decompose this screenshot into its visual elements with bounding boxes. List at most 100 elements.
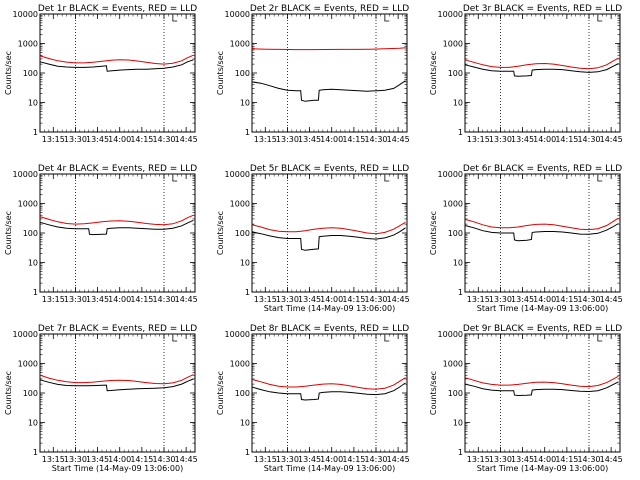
chart-title: Det 3r BLACK = Events, RED = LLD bbox=[463, 4, 622, 14]
y-tick-label: 1 bbox=[245, 448, 250, 457]
corner-marker bbox=[384, 175, 390, 182]
y-tick-label: 10 bbox=[240, 259, 250, 268]
x-tick-label: 13:15 bbox=[254, 295, 277, 304]
y-tick-label: 1000 bbox=[18, 360, 38, 369]
x-tick-label: 13:15 bbox=[467, 455, 490, 464]
y-tick-label: 1000 bbox=[443, 200, 463, 209]
chart-title: Det 7r BLACK = Events, RED = LLD bbox=[38, 324, 197, 334]
x-tick-label: 13:45 bbox=[298, 455, 321, 464]
x-axis-label: Start Time (14-May-09 13:06:00) bbox=[477, 464, 608, 473]
x-axis-label: Start Time (14-May-09 13:06:00) bbox=[52, 464, 183, 473]
y-axis-label: Counts/sec bbox=[429, 371, 438, 415]
x-tick-label: 14:00 bbox=[108, 295, 131, 304]
series-line-lld bbox=[464, 217, 619, 231]
y-tick-label: 1 bbox=[458, 448, 463, 457]
y-tick-label: 1 bbox=[33, 448, 38, 457]
chart-title: Det 9r BLACK = Events, RED = LLD bbox=[463, 324, 622, 334]
corner-marker bbox=[384, 15, 390, 22]
x-tick-label: 14:00 bbox=[320, 295, 343, 304]
x-tick-label: 14:00 bbox=[320, 455, 343, 464]
x-tick-label: 14:15 bbox=[130, 295, 153, 304]
x-tick-label: 14:15 bbox=[555, 455, 578, 464]
plot-frame bbox=[464, 13, 621, 133]
x-tick-label: 14:00 bbox=[533, 455, 556, 464]
x-tick-label: 14:15 bbox=[555, 295, 578, 304]
x-tick-label: 14:15 bbox=[555, 135, 578, 144]
series-line-lld bbox=[251, 377, 406, 390]
x-tick-label: 14:30 bbox=[577, 295, 600, 304]
x-tick-label: 14:45 bbox=[175, 455, 198, 464]
x-tick-label: 13:30 bbox=[64, 295, 87, 304]
y-tick-label: 1000 bbox=[443, 360, 463, 369]
series-line-lld bbox=[39, 374, 194, 385]
corner-marker bbox=[172, 335, 178, 342]
x-tick-label: 14:45 bbox=[387, 135, 410, 144]
x-tick-label: 13:30 bbox=[276, 295, 299, 304]
y-tick-label: 10000 bbox=[438, 170, 463, 179]
chart-panel-1: Det 1r BLACK = Events, RED = LLD 1 10 100 10… bbox=[4, 4, 198, 144]
x-tick-label: 14:45 bbox=[387, 455, 410, 464]
y-tick-label: 100 bbox=[448, 69, 463, 78]
series-line-lld bbox=[251, 221, 406, 235]
series-line-events bbox=[39, 219, 194, 236]
series-line-lld bbox=[464, 57, 619, 70]
x-tick-label: 14:30 bbox=[152, 295, 175, 304]
x-tick-label: 13:15 bbox=[254, 135, 277, 144]
x-tick-label: 13:15 bbox=[42, 455, 65, 464]
y-tick-label: 1 bbox=[33, 128, 38, 137]
y-tick-label: 1 bbox=[33, 288, 38, 297]
series-line-events bbox=[464, 381, 619, 397]
y-tick-label: 100 bbox=[23, 389, 38, 398]
y-tick-label: 10 bbox=[240, 419, 250, 428]
chart-title: Det 6r BLACK = Events, RED = LLD bbox=[463, 164, 622, 174]
y-tick-label: 100 bbox=[448, 229, 463, 238]
x-tick-label: 14:45 bbox=[600, 135, 623, 144]
y-tick-label: 100 bbox=[235, 389, 250, 398]
y-tick-label: 10000 bbox=[225, 10, 250, 19]
y-tick-label: 1000 bbox=[18, 200, 38, 209]
y-tick-label: 1000 bbox=[230, 40, 250, 49]
series-line-lld bbox=[39, 214, 194, 226]
chart-panel-7: Det 7r BLACK = Events, RED = LLD 1 10 100 10… bbox=[4, 324, 198, 473]
y-tick-label: 1000 bbox=[18, 40, 38, 49]
x-tick-label: 13:30 bbox=[489, 135, 512, 144]
y-tick-label: 10 bbox=[28, 419, 38, 428]
y-tick-label: 100 bbox=[23, 69, 38, 78]
series-line-events bbox=[251, 227, 406, 251]
x-tick-label: 13:15 bbox=[467, 135, 490, 144]
x-tick-label: 14:00 bbox=[533, 135, 556, 144]
plot-frame bbox=[251, 13, 408, 133]
x-tick-label: 13:30 bbox=[489, 295, 512, 304]
chart-panel-5: Det 5r BLACK = Events, RED = LLD 1 10 100 10… bbox=[216, 164, 410, 313]
x-axis-label: Start Time (14-May-09 13:06:00) bbox=[264, 464, 395, 473]
x-tick-label: 13:15 bbox=[467, 295, 490, 304]
y-tick-label: 10000 bbox=[13, 330, 38, 339]
x-tick-label: 13:45 bbox=[86, 455, 109, 464]
y-tick-label: 10 bbox=[453, 99, 463, 108]
y-tick-label: 10 bbox=[453, 259, 463, 268]
y-axis-label: Counts/sec bbox=[4, 51, 13, 95]
y-tick-label: 10000 bbox=[438, 330, 463, 339]
x-tick-label: 13:15 bbox=[42, 295, 65, 304]
x-tick-label: 14:00 bbox=[533, 295, 556, 304]
x-tick-label: 14:45 bbox=[175, 295, 198, 304]
x-tick-label: 13:30 bbox=[276, 135, 299, 144]
y-tick-label: 10 bbox=[28, 259, 38, 268]
x-tick-label: 14:15 bbox=[342, 455, 365, 464]
chart-panel-6: Det 6r BLACK = Events, RED = LLD 1 10 100 10… bbox=[429, 164, 623, 313]
chart-panel-9: Det 9r BLACK = Events, RED = LLD 1 10 100 10… bbox=[429, 324, 623, 473]
x-tick-label: 13:45 bbox=[511, 135, 534, 144]
x-tick-label: 14:00 bbox=[108, 455, 131, 464]
x-tick-label: 14:15 bbox=[342, 135, 365, 144]
x-tick-label: 14:15 bbox=[130, 455, 153, 464]
corner-marker bbox=[172, 175, 178, 182]
series-line-events bbox=[39, 378, 194, 392]
series-line-lld bbox=[251, 47, 406, 51]
chart-panel-3: Det 3r BLACK = Events, RED = LLD 1 10 100 10… bbox=[429, 4, 623, 144]
series-line-events bbox=[39, 59, 194, 72]
x-tick-label: 13:15 bbox=[254, 455, 277, 464]
chart-title: Det 4r BLACK = Events, RED = LLD bbox=[38, 164, 197, 174]
y-tick-label: 100 bbox=[23, 229, 38, 238]
corner-marker bbox=[384, 335, 390, 342]
chart-title: Det 5r BLACK = Events, RED = LLD bbox=[250, 164, 409, 174]
